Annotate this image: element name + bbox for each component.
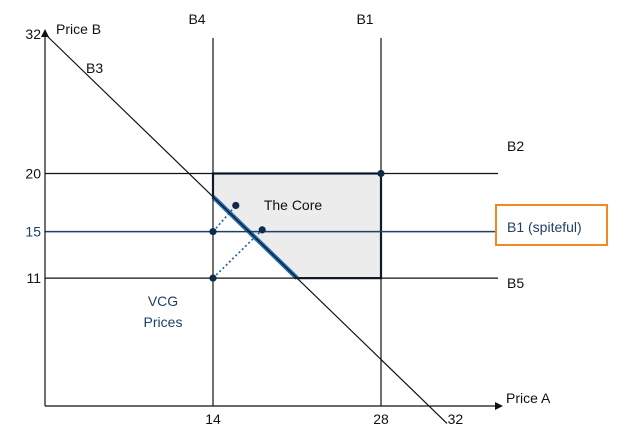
y-axis-arrow (41, 29, 49, 37)
label-b1: B1 (356, 11, 373, 27)
y-tick-label: 32 (25, 26, 41, 42)
vcg-label-line1: VCG (148, 293, 178, 309)
core-label: The Core (264, 197, 323, 213)
label-b1-spiteful: B1 (spiteful) (507, 219, 582, 235)
label-b3: B3 (86, 60, 103, 76)
x-axis-arrow (495, 402, 503, 410)
y-tick-label: 11 (26, 270, 41, 286)
label-b2: B2 (507, 138, 524, 154)
label-b5: B5 (507, 275, 524, 291)
point-core-upper (232, 201, 240, 210)
x-tick-label: 28 (373, 411, 389, 427)
vcg-connector-lower (212, 229, 263, 279)
x-tick-label: 14 (205, 411, 221, 427)
label-b4: B4 (188, 11, 205, 27)
x-tick-label: 32 (448, 411, 464, 427)
point-b1-b2 (377, 169, 385, 178)
point-vcg-upper (209, 228, 217, 236)
x-axis-label: Price A (506, 390, 551, 406)
core-region (211, 172, 383, 280)
line-b3 (44, 33, 448, 424)
point-core-lower (258, 226, 266, 234)
vcg-label-line2: Prices (144, 314, 183, 330)
spiteful-callout-box (495, 204, 608, 246)
vcg-connector-upper (212, 204, 237, 233)
y-tick-label: 15 (25, 224, 41, 240)
y-axis-label: Price B (56, 21, 101, 37)
point-vcg-lower (209, 274, 217, 282)
y-tick-label: 20 (25, 166, 41, 182)
